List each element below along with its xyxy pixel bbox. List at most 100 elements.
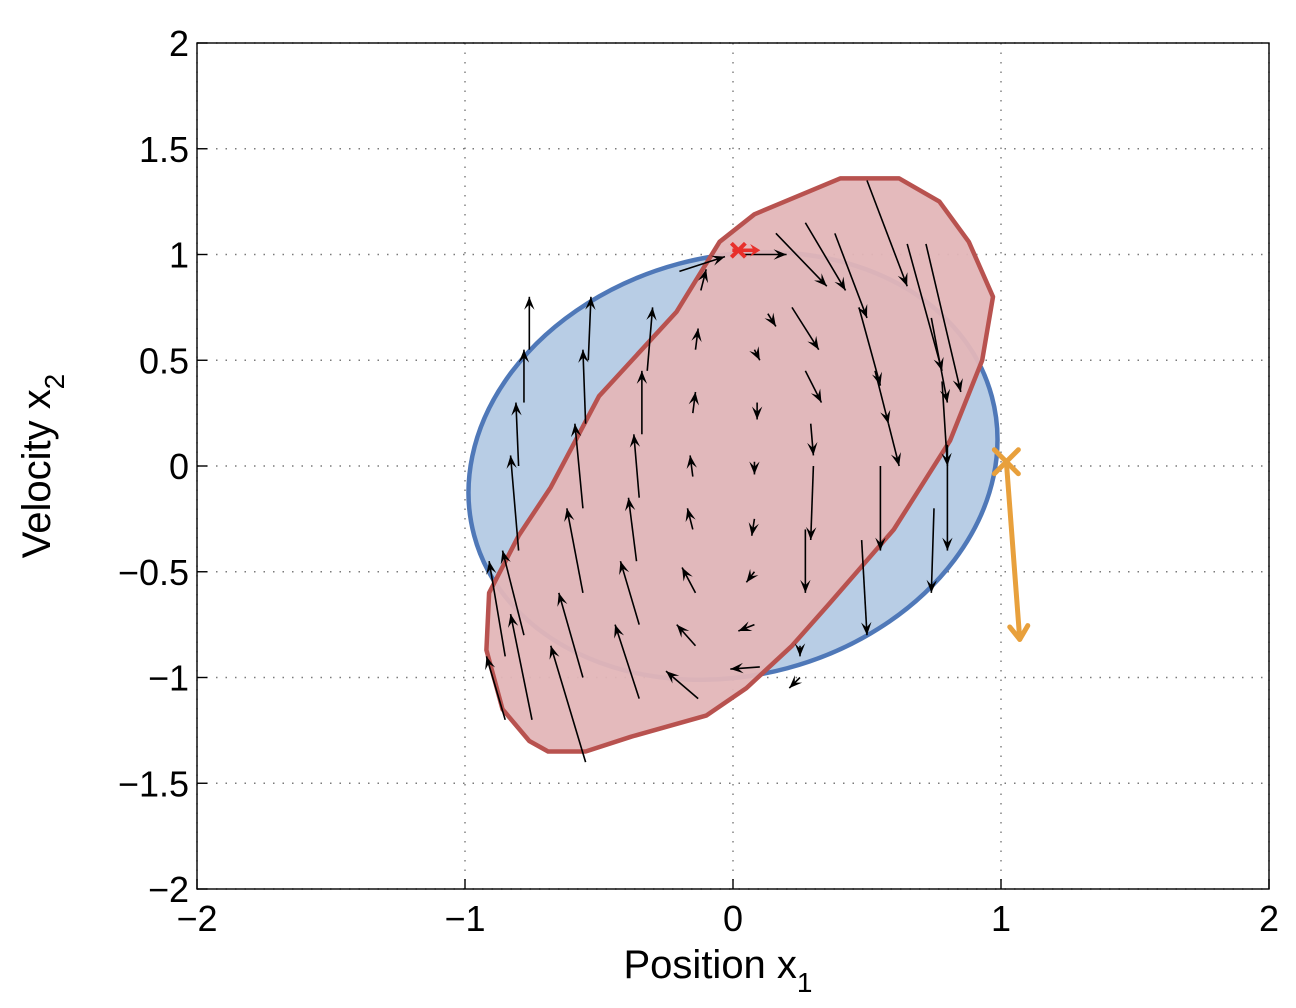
vector-arrow-shaft	[834, 233, 868, 319]
vector-arrow-head	[578, 349, 589, 363]
x-axis-label: Position x1	[624, 943, 813, 998]
vector-arrow-head	[685, 508, 696, 523]
vector-arrow-head	[806, 526, 817, 541]
vector-arrow-shaft	[925, 243, 962, 393]
vector-arrow-head	[518, 349, 530, 363]
vector-arrow-head	[508, 614, 519, 628]
vector-field-arrow	[524, 296, 535, 350]
vector-arrow-head	[810, 388, 822, 403]
vector-arrow-head	[800, 579, 811, 593]
vector-field-arrow	[791, 306, 820, 351]
vector-arrow-head	[814, 273, 827, 287]
vector-arrow-head	[941, 452, 952, 466]
vector-field-arrow	[858, 307, 882, 386]
vector-arrow-shaft	[587, 296, 592, 361]
vector-field-arrow	[557, 592, 584, 678]
vector-field-arrow	[743, 249, 787, 260]
vector-arrow-head	[486, 561, 497, 575]
vector-arrow-head	[939, 388, 951, 403]
vector-arrow-head	[861, 621, 872, 636]
vector-field-arrow	[688, 391, 699, 414]
vector-arrow-head	[897, 272, 908, 287]
vector-arrow-shaft	[633, 434, 640, 498]
vector-arrow-head	[619, 561, 630, 576]
x-tick-label: 1	[991, 898, 1011, 939]
vector-field-arrow	[834, 233, 868, 319]
vector-field-arrow	[697, 269, 709, 291]
vector-arrow-head	[666, 671, 680, 684]
vector-arrow-head	[749, 461, 760, 475]
vector-field-arrow	[508, 613, 533, 720]
vector-arrow-shaft	[509, 455, 520, 551]
vector-field-arrow	[646, 307, 657, 371]
vector-field-arrow	[926, 508, 937, 593]
vector-arrow-head	[710, 255, 725, 266]
vector-field-arrow	[794, 643, 806, 657]
vector-arrow-shaft	[485, 656, 506, 721]
vector-arrow-head	[564, 508, 575, 523]
vector-arrow-head	[748, 522, 759, 536]
vector-field-arrow	[887, 423, 901, 467]
vector-arrow-head	[624, 497, 636, 512]
y-tick-label: 2	[169, 23, 189, 64]
y-tick-label: 0	[169, 446, 189, 487]
vector-field-arrow	[564, 508, 584, 594]
vector-arrow-head	[794, 643, 806, 657]
vector-field-arrow	[764, 312, 777, 327]
vector-arrow-shaft	[614, 624, 640, 699]
vector-field-arrow	[486, 561, 506, 657]
y-tick-label: 0.5	[139, 340, 189, 381]
vector-field-arrow	[518, 349, 530, 403]
y-tick-label: −2	[148, 869, 189, 910]
vector-field-arrow	[485, 656, 506, 721]
vector-field-arrow	[745, 568, 759, 583]
vector-field-arrow	[506, 455, 520, 551]
x-tick-label: −2	[176, 898, 217, 939]
y-axis-label-subscript: 2	[39, 374, 70, 390]
vector-arrow-shaft	[501, 550, 525, 636]
x-axis-label-subscript: 1	[797, 967, 813, 998]
vector-arrow-head	[942, 537, 953, 551]
vector-arrow-head	[676, 624, 690, 638]
vector-field-arrow	[749, 461, 760, 475]
vector-arrow-head	[890, 452, 901, 466]
vector-field-arrow	[500, 550, 525, 636]
vector-arrow-head	[789, 675, 803, 689]
orange-arrow-shaft	[1003, 459, 1023, 642]
vector-field-arrow	[691, 328, 702, 350]
regions	[466, 176, 1000, 754]
vector-arrow-shaft	[804, 222, 847, 291]
vector-arrow-head	[500, 550, 511, 565]
vector-arrow-head	[686, 455, 697, 469]
vector-arrow-shaft	[679, 255, 726, 273]
vector-arrow-shaft	[574, 423, 584, 509]
vector-arrow-head	[697, 269, 709, 284]
vector-field-arrow	[860, 539, 872, 636]
vector-field-arrow	[925, 243, 963, 393]
vector-arrow-head	[807, 335, 819, 350]
vector-field-arrow	[570, 423, 584, 509]
vector-field-arrow	[804, 370, 823, 403]
vector-arrow-shaft	[858, 307, 882, 386]
vector-arrow-shaft	[866, 180, 908, 287]
vector-field-arrow	[681, 567, 697, 594]
vector-field-arrow	[775, 232, 828, 287]
vector-arrow-head	[952, 378, 963, 392]
vector-field-arrow	[748, 518, 759, 536]
vector-arrow-head	[549, 645, 560, 660]
vector-field	[485, 180, 963, 763]
vector-field-arrow	[578, 349, 589, 424]
vector-arrow-head	[933, 356, 944, 371]
vector-arrow-head	[751, 406, 763, 420]
vector-arrow-head	[746, 568, 759, 583]
vector-arrow-shaft	[488, 561, 506, 657]
orange-arrow-head	[1007, 623, 1031, 642]
y-tick-label: −1.5	[118, 763, 189, 804]
vector-arrow-head	[511, 402, 522, 416]
vector-arrow-head	[749, 346, 760, 361]
y-axis-label: Velocity x2	[15, 374, 70, 559]
vector-arrow-head	[730, 662, 744, 674]
vector-arrow-head	[875, 537, 886, 551]
vector-field-arrow	[636, 370, 648, 435]
vector-arrow-head	[646, 307, 657, 321]
